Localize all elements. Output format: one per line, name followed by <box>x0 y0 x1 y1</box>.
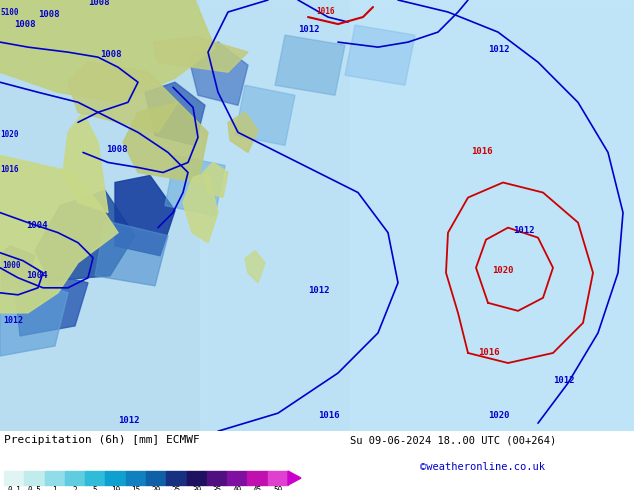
Text: 30: 30 <box>192 486 202 490</box>
Polygon shape <box>200 0 634 431</box>
Text: 0.5: 0.5 <box>27 486 41 490</box>
Text: 35: 35 <box>212 486 222 490</box>
Text: 1016: 1016 <box>478 348 500 357</box>
Polygon shape <box>35 191 135 281</box>
Text: 1012: 1012 <box>513 226 534 235</box>
Text: 1000: 1000 <box>2 261 20 270</box>
Polygon shape <box>0 155 118 313</box>
Text: 1012: 1012 <box>118 416 139 425</box>
Text: 1016: 1016 <box>318 411 339 420</box>
Text: Su 09-06-2024 18..00 UTC (00+264): Su 09-06-2024 18..00 UTC (00+264) <box>350 435 556 445</box>
Bar <box>105 471 126 485</box>
Bar <box>126 471 146 485</box>
Polygon shape <box>145 82 205 146</box>
Text: 25: 25 <box>172 486 181 490</box>
Text: 5100: 5100 <box>0 8 18 17</box>
Polygon shape <box>63 112 108 213</box>
Text: 1016: 1016 <box>0 166 18 174</box>
Text: 2: 2 <box>73 486 77 490</box>
Text: 1: 1 <box>53 486 57 490</box>
Bar <box>268 471 288 485</box>
Text: 10: 10 <box>111 486 120 490</box>
Polygon shape <box>68 62 178 132</box>
Polygon shape <box>228 112 258 152</box>
Text: 1012: 1012 <box>308 286 330 295</box>
Polygon shape <box>15 273 88 336</box>
Bar <box>207 471 227 485</box>
Text: 50: 50 <box>273 486 283 490</box>
Text: 40: 40 <box>233 486 242 490</box>
Polygon shape <box>123 102 208 182</box>
Text: 1012: 1012 <box>3 316 23 325</box>
Polygon shape <box>0 245 35 291</box>
Bar <box>247 471 268 485</box>
Polygon shape <box>95 220 168 286</box>
Text: 45: 45 <box>253 486 262 490</box>
Text: 1008: 1008 <box>88 0 110 7</box>
Bar <box>227 471 247 485</box>
Bar <box>85 471 105 485</box>
Polygon shape <box>350 0 634 431</box>
Text: 1008: 1008 <box>14 20 36 29</box>
Bar <box>146 471 166 485</box>
Polygon shape <box>235 85 295 146</box>
Text: 1012: 1012 <box>488 45 510 54</box>
Polygon shape <box>345 25 415 85</box>
Text: 1012: 1012 <box>553 376 574 385</box>
Bar <box>4 471 24 485</box>
Text: 1016: 1016 <box>316 7 335 16</box>
Text: 1004: 1004 <box>26 271 48 280</box>
Polygon shape <box>275 35 345 95</box>
Bar <box>65 471 85 485</box>
Text: 0.1: 0.1 <box>7 486 21 490</box>
Text: ©weatheronline.co.uk: ©weatheronline.co.uk <box>420 462 545 472</box>
Polygon shape <box>203 163 228 197</box>
Text: 1008: 1008 <box>38 10 60 19</box>
Text: 1012: 1012 <box>298 25 320 34</box>
Text: 1004: 1004 <box>26 220 48 230</box>
Polygon shape <box>183 172 218 243</box>
Text: Precipitation (6h) [mm] ECMWF: Precipitation (6h) [mm] ECMWF <box>4 435 200 445</box>
Polygon shape <box>153 37 248 72</box>
Bar <box>24 471 44 485</box>
Text: 1020: 1020 <box>492 266 514 275</box>
Polygon shape <box>165 155 225 216</box>
Text: 1016: 1016 <box>471 147 493 156</box>
Text: 1020: 1020 <box>488 411 510 420</box>
Text: 1008: 1008 <box>106 146 127 154</box>
Polygon shape <box>288 471 301 485</box>
Polygon shape <box>188 42 248 105</box>
Bar <box>166 471 186 485</box>
Polygon shape <box>245 251 265 283</box>
Text: 5: 5 <box>93 486 98 490</box>
Bar <box>186 471 207 485</box>
Text: 20: 20 <box>152 486 161 490</box>
Polygon shape <box>0 276 68 356</box>
Polygon shape <box>115 175 175 256</box>
Text: 15: 15 <box>131 486 141 490</box>
Bar <box>44 471 65 485</box>
Text: 1020: 1020 <box>0 130 18 139</box>
Text: 1008: 1008 <box>100 50 122 59</box>
Polygon shape <box>0 0 215 102</box>
